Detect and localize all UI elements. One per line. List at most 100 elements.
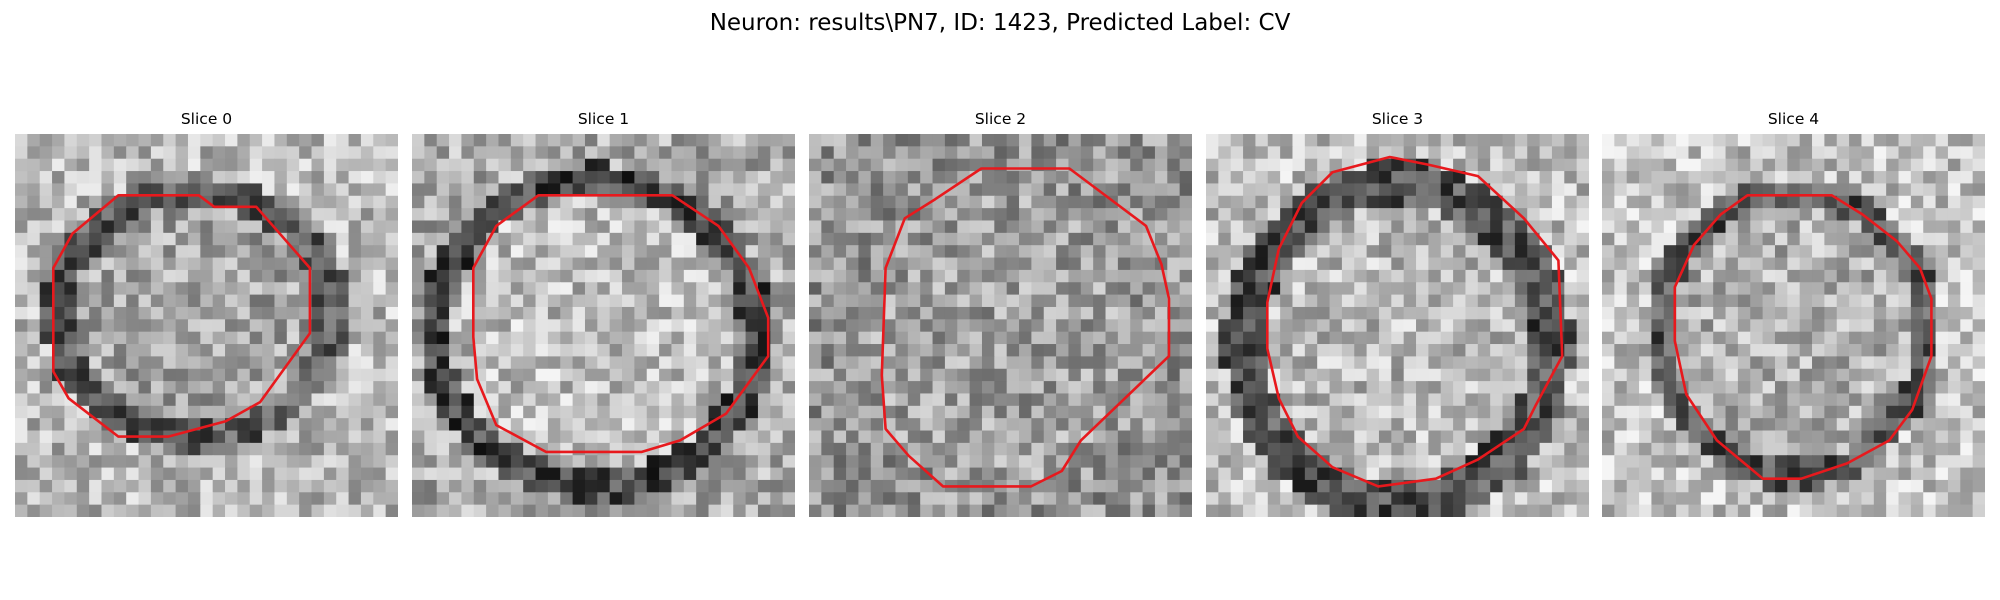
image-pixel — [1910, 183, 1924, 197]
image-pixel — [1230, 208, 1244, 222]
image-pixel — [920, 356, 934, 370]
image-pixel — [64, 245, 78, 259]
image-pixel — [1093, 269, 1107, 283]
image-pixel — [1243, 405, 1257, 419]
image-pixel — [957, 183, 971, 197]
image-pixel — [671, 356, 685, 370]
image-pixel — [1080, 195, 1094, 209]
image-pixel — [1378, 393, 1392, 407]
image-pixel — [833, 208, 847, 222]
image-pixel — [1960, 195, 1974, 209]
image-pixel — [1019, 195, 1032, 209]
image-pixel — [187, 306, 201, 320]
image-pixel — [262, 418, 276, 432]
image-pixel — [1700, 245, 1714, 259]
image-pixel — [1354, 356, 1368, 370]
image-pixel — [163, 158, 177, 172]
image-pixel — [572, 430, 586, 444]
image-pixel — [572, 455, 586, 469]
image-pixel — [1317, 492, 1331, 506]
image-pixel — [1799, 306, 1813, 320]
image-pixel — [720, 331, 734, 345]
image-pixel — [1304, 381, 1318, 395]
image-pixel — [1403, 467, 1417, 481]
image-pixel — [1576, 232, 1589, 246]
image-pixel — [64, 368, 78, 382]
image-pixel — [1341, 208, 1355, 222]
image-pixel — [883, 331, 897, 345]
image-pixel — [907, 344, 921, 357]
image-pixel — [609, 195, 623, 209]
image-pixel — [907, 381, 921, 395]
image-pixel — [1391, 257, 1405, 271]
image-pixel — [1117, 183, 1131, 197]
image-pixel — [1142, 442, 1156, 456]
image-pixel — [634, 344, 648, 357]
image-pixel — [1910, 492, 1924, 506]
image-pixel — [1861, 232, 1875, 246]
image-pixel — [1576, 418, 1589, 432]
image-pixel — [1639, 257, 1653, 271]
image-pixel — [1602, 455, 1615, 469]
image-pixel — [498, 405, 512, 419]
image-pixel — [1167, 479, 1181, 493]
image-pixel — [150, 245, 164, 259]
image-pixel — [348, 405, 362, 419]
image-pixel — [944, 405, 958, 419]
image-pixel — [510, 405, 524, 419]
image-pixel — [1378, 319, 1392, 333]
image-pixel — [1093, 195, 1107, 209]
image-pixel — [1154, 455, 1168, 469]
image-pixel — [1898, 319, 1912, 333]
image-pixel — [1378, 220, 1392, 234]
image-pixel — [1391, 158, 1405, 172]
image-pixel — [187, 146, 201, 160]
image-pixel — [597, 146, 611, 160]
image-pixel — [646, 269, 660, 283]
image-pixel — [1539, 418, 1553, 432]
image-pixel — [634, 232, 648, 246]
image-pixel — [1663, 331, 1677, 345]
image-pixel — [833, 442, 847, 456]
image-pixel — [1167, 492, 1181, 506]
image-pixel — [262, 232, 276, 246]
image-pixel — [15, 269, 28, 283]
image-pixel — [523, 381, 537, 395]
image-pixel — [858, 418, 872, 432]
image-pixel — [1354, 331, 1368, 345]
image-pixel — [163, 393, 177, 407]
image-pixel — [920, 220, 934, 234]
image-pixel — [1923, 344, 1937, 357]
image-pixel — [846, 393, 860, 407]
image-pixel — [373, 331, 387, 345]
image-pixel — [1280, 183, 1294, 197]
image-pixel — [1341, 356, 1355, 370]
image-pixel — [1391, 134, 1405, 147]
image-pixel — [1514, 146, 1528, 160]
image-pixel — [1947, 381, 1961, 395]
image-pixel — [745, 405, 759, 419]
image-pixel — [1824, 442, 1838, 456]
image-pixel — [1700, 294, 1714, 308]
image-pixel — [1799, 257, 1813, 271]
image-pixel — [27, 356, 41, 370]
image-pixel — [1031, 356, 1045, 370]
image-pixel — [1774, 195, 1788, 209]
image-pixel — [360, 220, 374, 234]
image-pixel — [757, 183, 771, 197]
image-pixel — [782, 208, 795, 222]
image-pixel — [138, 344, 152, 357]
image-pixel — [200, 245, 214, 259]
image-pixel — [895, 158, 909, 172]
image-pixel — [510, 319, 524, 333]
image-pixel — [1663, 134, 1677, 147]
image-pixel — [846, 306, 860, 320]
image-pixel — [745, 220, 759, 234]
image-pixel — [1490, 294, 1504, 308]
image-pixel — [336, 405, 350, 419]
image-pixel — [323, 356, 337, 370]
image-pixel — [1428, 368, 1442, 382]
image-pixel — [27, 442, 41, 456]
image-pixel — [858, 146, 872, 160]
image-pixel — [757, 455, 771, 469]
